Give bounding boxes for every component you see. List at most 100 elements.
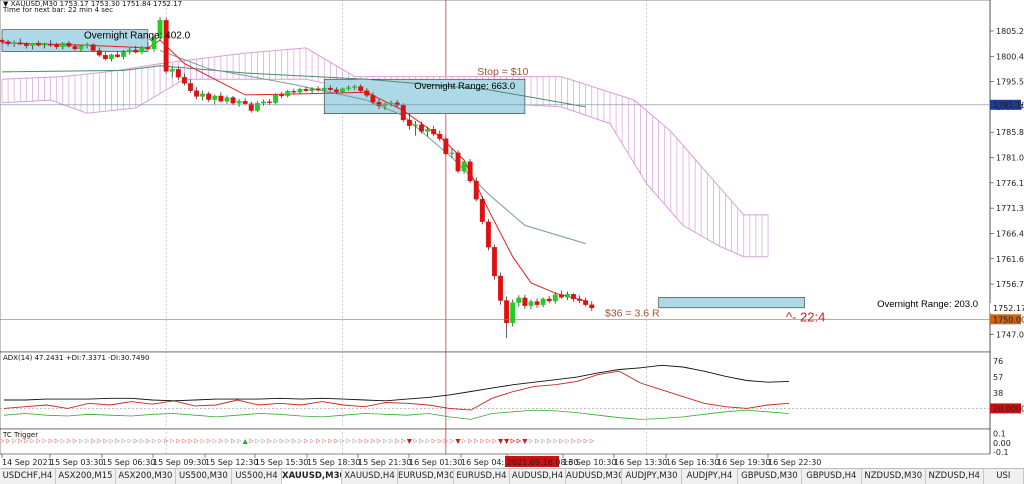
candle-body <box>102 55 108 60</box>
tc-neutral-marker <box>468 438 473 444</box>
candlestick <box>145 42 151 51</box>
tc-neutral-marker <box>60 438 66 444</box>
candle-body <box>400 105 406 121</box>
tc-neutral-marker <box>364 438 370 444</box>
candle-body <box>181 76 187 84</box>
tc-neutral-marker <box>589 438 595 444</box>
candle-body <box>558 294 564 298</box>
tc-neutral-marker <box>212 438 218 444</box>
tc-neutral-marker <box>85 438 90 444</box>
time-axis-label: 15 Sep 21:30 <box>358 458 411 467</box>
candle-body <box>340 88 345 92</box>
candlestick <box>364 88 370 98</box>
candle-body <box>321 87 327 91</box>
candle-body <box>419 124 424 132</box>
stop-annotation: Stop = $10 <box>477 66 528 78</box>
chart-tab[interactable]: USI <box>984 469 1024 484</box>
candle-body <box>96 50 102 56</box>
chart-tab[interactable]: NZDUSD,H4 <box>926 469 984 484</box>
chart-tab[interactable]: ASX200,M30 <box>116 469 176 484</box>
tc-sell-arrow <box>455 439 461 444</box>
tc-neutral-marker <box>36 438 41 444</box>
bar-countdown: ^- 22:4 <box>786 309 825 324</box>
overnight-range-label-1: Overnight Range: 402.0 <box>84 31 191 42</box>
candle-body <box>510 302 516 324</box>
chart-tab[interactable]: US500,H4 <box>232 469 283 484</box>
price-axis-tick-label: 1771.30 <box>996 204 1024 213</box>
candlestick <box>400 103 406 123</box>
chart-tab[interactable]: AUDUSD,H4 <box>510 469 567 484</box>
price-axis-tick-label: 1776.15 <box>996 179 1024 188</box>
candlestick <box>273 93 279 105</box>
candle-body <box>115 54 120 57</box>
candlestick <box>443 136 449 156</box>
tc-neutral-marker <box>188 438 193 444</box>
candlestick <box>534 298 540 308</box>
price-chart[interactable]: Overnight Range: 402.0 Overnight Range: 6… <box>0 0 1024 468</box>
chart-tab[interactable]: NZDUSD,M30 <box>862 469 926 484</box>
chart-tab[interactable]: AUDUSD,M30 <box>566 469 623 484</box>
chart-tab[interactable]: AUDJPY,M30 <box>622 469 682 484</box>
candle-body <box>504 300 510 324</box>
candle-body <box>425 129 431 132</box>
tc-neutral-marker <box>12 438 17 444</box>
time-axis-label: 16 Sep 16:30 <box>666 458 719 467</box>
tc-neutral-marker <box>510 438 516 444</box>
candlestick <box>133 45 139 54</box>
candlestick <box>352 84 358 90</box>
candle-body <box>443 138 449 155</box>
chart-tab[interactable]: USDCHF,H4 <box>0 469 57 484</box>
tc-neutral-marker <box>249 438 254 444</box>
tc-neutral-marker <box>151 438 157 444</box>
profit-annotation: $36 = 3.6 R <box>605 307 660 319</box>
candlestick <box>291 88 297 95</box>
candlestick <box>36 40 41 47</box>
candle-body <box>346 87 352 89</box>
time-axis-label: 15 Sep 06:30 <box>102 458 155 467</box>
overnight-range-box <box>658 297 805 309</box>
candlestick <box>279 91 285 99</box>
tc-neutral-marker <box>255 438 260 444</box>
slow-moving-average-line <box>1 65 586 108</box>
chart-tab[interactable]: EURUSD,M30 <box>398 469 454 484</box>
time-axis-label: 15 Sep 09:30 <box>153 458 206 467</box>
tc-neutral-marker <box>91 438 96 444</box>
adx-line <box>4 364 790 402</box>
chart-tab[interactable]: GBPUSD,H4 <box>802 469 862 484</box>
candlestick <box>492 244 497 280</box>
chart-tab[interactable]: ASX200,M15 <box>56 469 116 484</box>
candlestick <box>212 94 218 105</box>
candle-body <box>492 247 497 277</box>
candlestick <box>236 99 242 107</box>
candle-body <box>358 86 364 91</box>
candlestick <box>419 121 424 134</box>
chart-tab[interactable]: US500,M30 <box>176 469 232 484</box>
candle-body <box>267 101 272 103</box>
tc-neutral-marker <box>583 438 589 444</box>
candle-body <box>78 45 84 50</box>
candle-body <box>589 304 595 309</box>
candle-body <box>11 42 17 44</box>
time-highlight-bg <box>505 456 559 467</box>
candle-body <box>42 44 48 46</box>
chart-tab[interactable]: AUDJPY,H4 <box>682 469 738 484</box>
candle-body <box>516 297 522 303</box>
candlestick <box>163 17 169 74</box>
tc-neutral-marker <box>218 438 224 444</box>
tc-neutral-marker <box>164 438 169 444</box>
chart-tab[interactable]: XAUUSD,M30 <box>282 469 342 484</box>
tc-neutral-marker <box>316 438 321 444</box>
time-axis-label: 16 Sep 13:30 <box>614 458 667 467</box>
tc-neutral-marker <box>127 438 133 444</box>
chart-tab[interactable]: GBPUSD,M30 <box>738 469 802 484</box>
chart-tab[interactable]: XAUUSD,H4 <box>342 469 398 484</box>
candlestick <box>157 17 163 41</box>
tc-sell-arrow <box>498 439 504 444</box>
candle-body <box>5 41 11 44</box>
tc-neutral-marker <box>48 438 54 444</box>
chart-tab[interactable]: EURUSD,H4 <box>454 469 511 484</box>
candlestick <box>127 47 133 55</box>
candle-body <box>54 44 60 48</box>
candle-body <box>254 103 260 111</box>
price-axis-tick-label: 1785.85 <box>996 128 1024 137</box>
